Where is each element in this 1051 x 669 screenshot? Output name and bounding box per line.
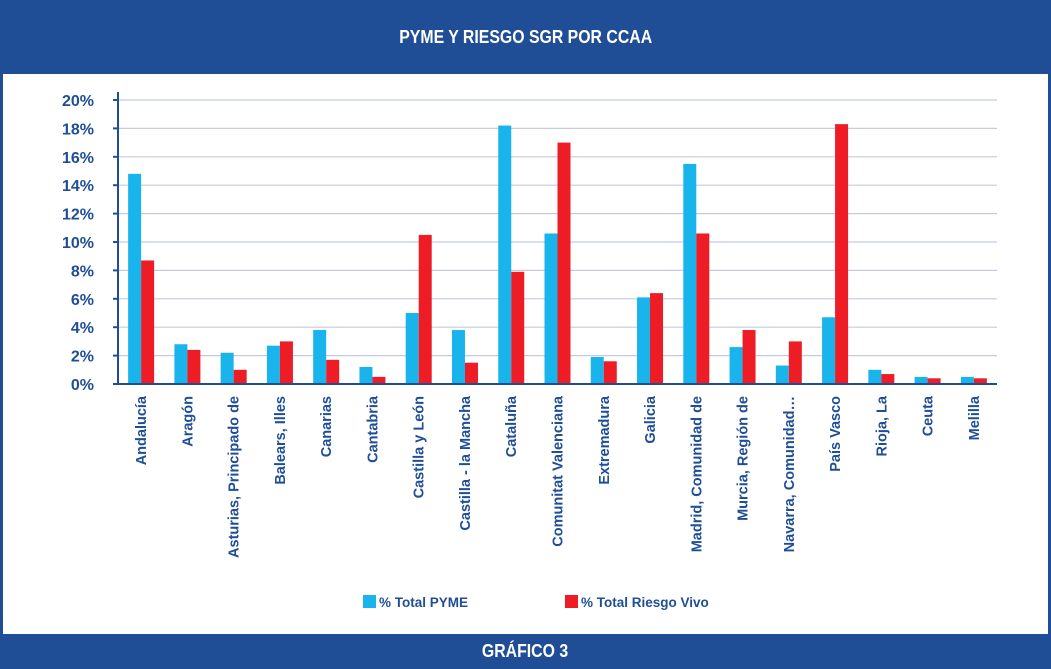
bar-riesgo [881, 374, 895, 384]
bar-pyme [498, 125, 512, 384]
bar-pyme [359, 366, 373, 384]
legend: % Total PYME % Total Riesgo Vivo [363, 595, 709, 610]
bar-riesgo [973, 378, 987, 384]
x-category-label: Aragón [180, 396, 196, 447]
legend-label-riesgo: % Total Riesgo Vivo [581, 595, 709, 610]
x-category-label: Canarias [319, 396, 335, 457]
bar-pyme [868, 369, 882, 384]
y-tick-label: 8% [71, 263, 94, 280]
bar-riesgo [279, 341, 293, 384]
x-category-label: Navarra, Comunidad… [782, 396, 798, 552]
x-category-label: Balears, Illes [273, 396, 289, 485]
x-category-label: Madrid, Comunidad de [689, 396, 705, 552]
bar-pyme [822, 317, 836, 384]
y-tick-label: 2% [71, 349, 94, 366]
x-category-label: Cataluña [504, 395, 520, 457]
x-category-label: Murcia, Región de [736, 396, 752, 521]
bar-pyme [775, 365, 789, 384]
chart-header: PYME Y RIESGO SGR POR CCAA [0, 0, 1051, 74]
x-category-label: Ceuta [921, 395, 937, 436]
bar-pyme [914, 376, 928, 384]
chart-footer: GRÁFICO 3 [0, 634, 1051, 669]
bar-riesgo [742, 330, 756, 384]
bar-pyme [405, 313, 419, 384]
bar-pyme [266, 345, 280, 384]
gridlines [118, 99, 997, 357]
bar-riesgo [464, 362, 478, 384]
bar-pyme [174, 344, 188, 384]
y-tick-label: 14% [62, 178, 94, 195]
bar-riesgo [835, 124, 849, 384]
bar-riesgo [187, 349, 201, 384]
bar-riesgo [511, 271, 525, 384]
bar-pyme [590, 357, 604, 384]
y-tick-label: 10% [62, 235, 94, 252]
bar-riesgo [557, 142, 571, 384]
bar-pyme [313, 330, 327, 384]
x-category-label: Comunitat Valenciana [551, 395, 567, 547]
bar-riesgo [788, 341, 802, 384]
legend-swatch-riesgo [565, 595, 578, 608]
x-category-label: Galicia [643, 395, 659, 443]
bar-pyme [451, 330, 465, 384]
category-labels: Andalucía Aragón Asturias, Principado de Ba… [134, 395, 983, 558]
bar-riesgo [326, 359, 340, 384]
y-tick-label: 12% [62, 207, 94, 224]
y-axis-ticks: 0% 2% 4% 6% 8% 10% 12% 14% 16% 18% 20% [62, 93, 118, 394]
legend-label-pyme: % Total PYME [379, 595, 468, 610]
bar-riesgo [927, 378, 941, 384]
bar-chart: 0% 2% 4% 6% 8% 10% 12% 14% 16% 18% 20% Andalucía Ar… [62, 92, 997, 610]
x-category-label: Castilla y León [412, 396, 428, 498]
legend-swatch-pyme [363, 595, 376, 608]
y-tick-label: 16% [62, 150, 94, 167]
x-category-label: Extremadura [597, 395, 613, 485]
bar-pyme [544, 233, 558, 384]
axes [117, 92, 997, 385]
bars [128, 124, 987, 384]
bar-riesgo [418, 234, 432, 384]
x-category-label: Cantabria [365, 395, 381, 463]
x-category-label: Andalucía [134, 395, 150, 465]
x-category-label: Rioja, La [874, 395, 890, 456]
bar-pyme [683, 163, 697, 384]
y-tick-label: 4% [71, 320, 94, 337]
x-category-label: Asturias, Principado de [227, 396, 243, 558]
y-tick-label: 18% [62, 121, 94, 138]
bar-pyme [729, 347, 743, 384]
bar-riesgo [650, 293, 664, 384]
bar-riesgo [141, 260, 155, 384]
bar-riesgo [696, 233, 710, 384]
x-category-label: Castilla - la Mancha [458, 395, 474, 531]
bar-riesgo [233, 369, 247, 384]
x-category-label: País Vasco [828, 396, 844, 472]
bar-pyme [220, 352, 234, 384]
chart-caption: GRÁFICO 3 [482, 641, 569, 661]
bar-riesgo [372, 376, 386, 384]
x-category-label: Melilla [967, 395, 983, 440]
bar-pyme [128, 173, 142, 384]
chart-title: PYME Y RIESGO SGR POR CCAA [399, 26, 652, 47]
bar-pyme [637, 297, 651, 384]
bar-pyme [960, 376, 974, 384]
bar-riesgo [603, 361, 617, 384]
y-tick-label: 20% [62, 93, 94, 110]
y-tick-label: 0% [71, 377, 94, 394]
y-tick-label: 6% [71, 292, 94, 309]
